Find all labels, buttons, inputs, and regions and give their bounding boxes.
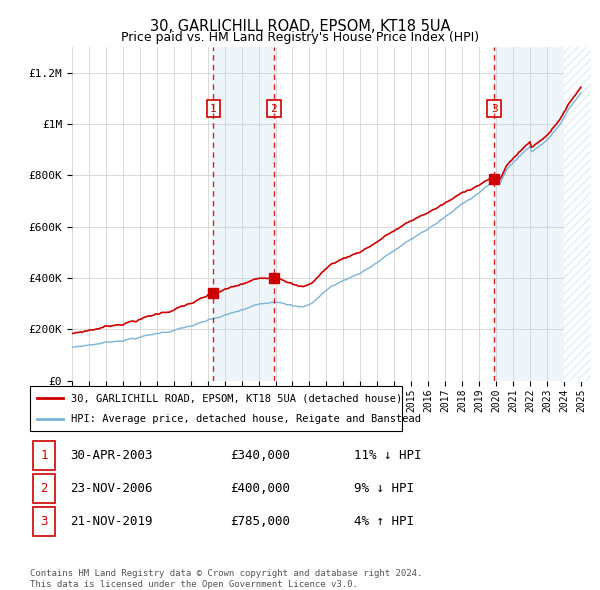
Text: 3: 3 [40,514,48,528]
Text: 2: 2 [40,481,48,495]
Bar [213,47,274,381]
Text: 2: 2 [271,104,277,114]
Bar [494,47,564,381]
Text: 1: 1 [210,104,217,114]
Text: 30, GARLICHILL ROAD, EPSOM, KT18 5UA (detached house): 30, GARLICHILL ROAD, EPSOM, KT18 5UA (de… [71,394,402,404]
FancyBboxPatch shape [33,441,55,470]
Text: 30-APR-2003: 30-APR-2003 [71,448,153,462]
FancyBboxPatch shape [30,386,402,431]
Text: 9% ↓ HPI: 9% ↓ HPI [354,481,414,495]
Text: 3: 3 [491,104,497,114]
FancyBboxPatch shape [33,507,55,536]
Text: £400,000: £400,000 [230,481,290,495]
Text: £340,000: £340,000 [230,448,290,462]
FancyBboxPatch shape [33,474,55,503]
Text: 30, GARLICHILL ROAD, EPSOM, KT18 5UA: 30, GARLICHILL ROAD, EPSOM, KT18 5UA [150,19,450,34]
Text: 23-NOV-2006: 23-NOV-2006 [71,481,153,495]
Text: 11% ↓ HPI: 11% ↓ HPI [354,448,421,462]
Text: Price paid vs. HM Land Registry's House Price Index (HPI): Price paid vs. HM Land Registry's House … [121,31,479,44]
Text: 1: 1 [40,448,48,462]
Text: £785,000: £785,000 [230,514,290,528]
Text: 4% ↑ HPI: 4% ↑ HPI [354,514,414,528]
Text: Contains HM Land Registry data © Crown copyright and database right 2024.
This d: Contains HM Land Registry data © Crown c… [30,569,422,589]
Text: 21-NOV-2019: 21-NOV-2019 [71,514,153,528]
Text: HPI: Average price, detached house, Reigate and Banstead: HPI: Average price, detached house, Reig… [71,414,421,424]
